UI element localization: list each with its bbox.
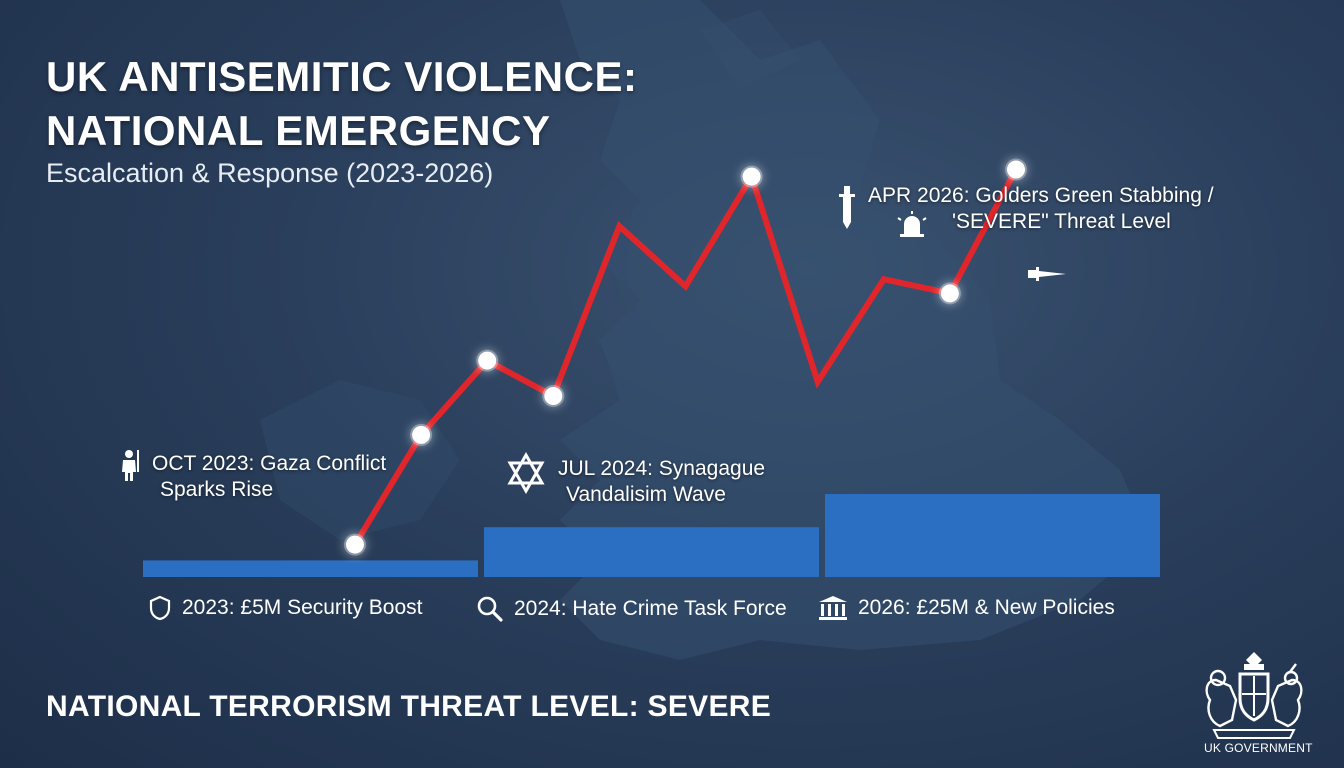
annotation-oct-2023: OCT 2023: Gaza Conflict Sparks Rise [152,451,386,503]
annotation-jul-2024-line2: Vandalisim Wave [566,483,726,506]
star-of-david-icon [507,452,545,494]
annotation-apr-2026-line1: APR 2026: Golders Green Stabbing / [868,184,1214,207]
data-point [742,167,761,186]
data-point [478,351,497,370]
shield-icon [149,595,171,621]
title-line-2: NATIONAL EMERGENCY [46,107,551,154]
data-point [412,425,431,444]
annotation-jul-2024: JUL 2024: Synagague Vandalisim Wave [558,456,765,508]
data-point [940,284,959,303]
chart-subtitle: Escalcation & Response (2023-2026) [46,158,494,188]
incident-trend-line [352,168,1019,547]
funding-label-2026-text: 2026: £25M & New Policies [858,596,1115,619]
royal-coat-of-arms-logo [1205,652,1303,739]
funding-label-2026: 2026: £25M & New Policies [818,595,1115,621]
uk-government-logo-text: UK GOVERNMENT [1204,741,1313,755]
title-line-1: UK ANTISEMITIC VIOLENCE: [46,53,638,100]
magnifier-icon [477,596,503,622]
funding-label-2023-text: 2023: £5M Security Boost [182,596,423,619]
threat-level-banner: NATIONAL TERRORISM THREAT LEVEL: SEVERE [46,690,772,723]
funding-bar-2023 [143,560,478,577]
data-point [1007,160,1025,179]
dagger-icon [1028,267,1066,281]
funding-bar-2024 [484,527,819,577]
annotation-oct-2023-line1: OCT 2023: Gaza Conflict [152,452,387,475]
funding-label-2024: 2024: Hate Crime Task Force [476,595,787,623]
funding-label-2024-text: 2024: Hate Crime Task Force [514,597,787,620]
protester-icon [122,450,139,481]
chart-title: UK ANTISEMITIC VIOLENCE: NATIONAL EMERGE… [46,50,637,158]
data-point [544,387,563,405]
annotation-apr-2026-line2: 'SEVERE" Threat Level [952,210,1171,233]
siren-icon [897,211,927,237]
annotation-apr-2026: APR 2026: Golders Green Stabbing / 'SEVE… [868,183,1214,235]
government-building-icon [819,596,847,620]
annotation-jul-2024-line1: JUL 2024: Synagague [558,457,766,480]
funding-label-2023: 2023: £5M Security Boost [148,595,422,621]
data-point [346,535,364,554]
annotation-oct-2023-line2: Sparks Rise [160,478,274,501]
funding-bar-2026 [825,494,1160,577]
dagger-icon [839,186,855,229]
